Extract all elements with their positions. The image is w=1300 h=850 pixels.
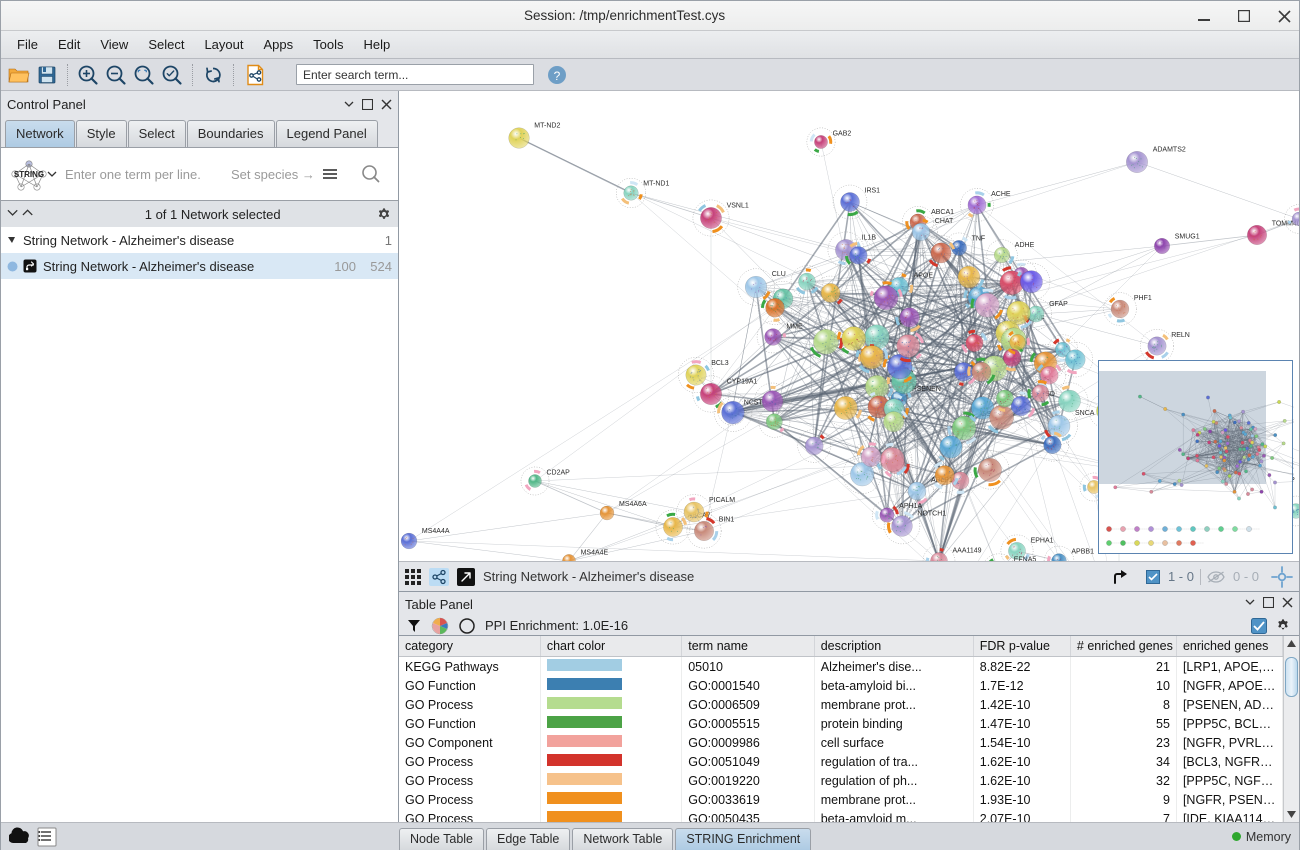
svg-text:BCL3: BCL3 [711, 360, 729, 367]
svg-text:MT-ND1: MT-ND1 [643, 181, 669, 188]
svg-text:CD2AP: CD2AP [547, 470, 571, 477]
svg-text:RELN: RELN [1171, 332, 1190, 339]
svg-text:GAB2: GAB2 [833, 130, 852, 137]
svg-text:?: ? [554, 69, 561, 83]
svg-text:PICALM: PICALM [709, 497, 735, 504]
svg-text:STRING: STRING [14, 170, 44, 179]
svg-text:ADAMTS2: ADAMTS2 [1153, 146, 1186, 153]
svg-text:BIN1: BIN1 [719, 516, 735, 523]
svg-text:APOE: APOE [914, 272, 934, 279]
svg-text:MS4A4A: MS4A4A [422, 528, 450, 535]
svg-text:ACHE: ACHE [991, 191, 1011, 198]
svg-text:MT-ND2: MT-ND2 [534, 123, 560, 130]
svg-text:CHAT: CHAT [935, 218, 954, 225]
svg-text:GFAP: GFAP [1049, 301, 1068, 308]
svg-text:CLU: CLU [772, 271, 786, 278]
svg-text:IRS1: IRS1 [865, 188, 881, 195]
svg-text:PHF1: PHF1 [1134, 295, 1152, 302]
svg-text:CYP19A1: CYP19A1 [727, 378, 758, 385]
svg-text:IL1B: IL1B [862, 234, 877, 241]
svg-text:EPHA1: EPHA1 [1031, 537, 1054, 544]
svg-text:VSNL1: VSNL1 [727, 202, 749, 209]
svg-text:TNF: TNF [972, 235, 986, 242]
svg-text:EFNA5: EFNA5 [1014, 556, 1037, 561]
svg-text:MS4A6A: MS4A6A [619, 501, 647, 508]
svg-text:MS4A4E: MS4A4E [581, 549, 609, 556]
svg-text:APH1A: APH1A [899, 503, 922, 510]
svg-text:PSENEN: PSENEN [912, 386, 941, 393]
svg-text:MME: MME [786, 324, 803, 331]
svg-text:ABCA1: ABCA1 [931, 209, 954, 216]
svg-text:NOTCH1: NOTCH1 [917, 511, 946, 518]
svg-text:SMUG1: SMUG1 [1175, 233, 1200, 240]
svg-text:ADHE: ADHE [1015, 242, 1035, 249]
svg-text:APBB1: APBB1 [1071, 549, 1094, 556]
svg-text:AAA1149: AAA1149 [953, 548, 982, 555]
